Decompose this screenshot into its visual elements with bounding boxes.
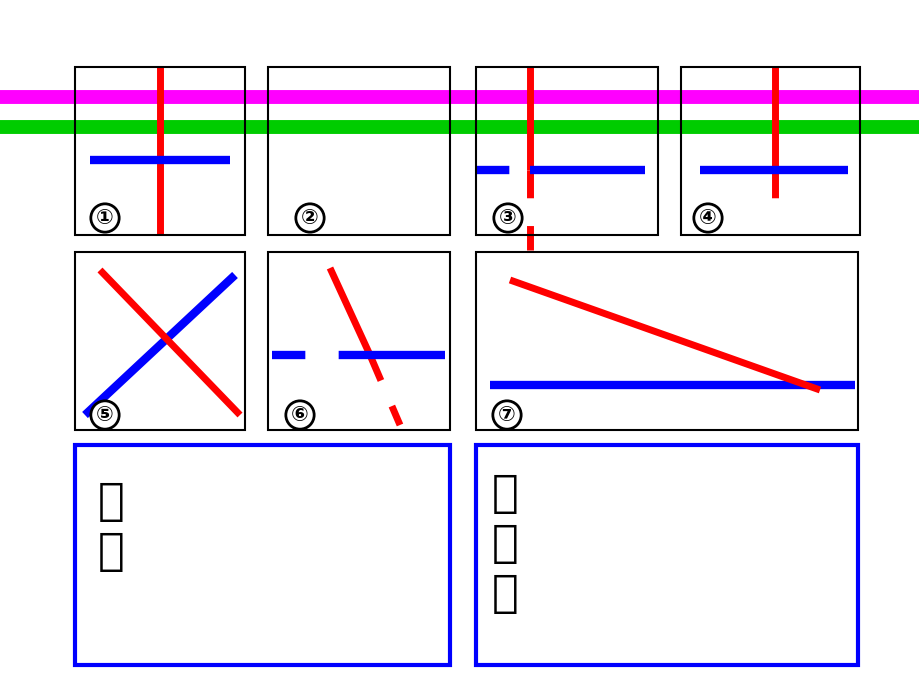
Bar bbox=[267, 67, 449, 235]
Text: ⑤: ⑤ bbox=[96, 405, 114, 425]
Bar bbox=[475, 67, 657, 235]
Text: ⑥: ⑥ bbox=[291, 405, 309, 425]
Bar bbox=[75, 67, 244, 235]
Text: ④: ④ bbox=[698, 208, 716, 228]
Bar bbox=[75, 252, 244, 430]
Bar bbox=[75, 445, 449, 665]
Text: 不
相
交: 不 相 交 bbox=[492, 472, 518, 615]
Text: ②: ② bbox=[301, 208, 319, 228]
Text: ①: ① bbox=[96, 208, 114, 228]
Text: ③: ③ bbox=[499, 208, 516, 228]
Bar bbox=[267, 252, 449, 430]
Text: 相
交: 相 交 bbox=[98, 480, 125, 573]
Text: ⑦: ⑦ bbox=[498, 405, 516, 425]
Bar bbox=[680, 67, 859, 235]
Bar bbox=[475, 445, 857, 665]
Bar bbox=[475, 252, 857, 430]
